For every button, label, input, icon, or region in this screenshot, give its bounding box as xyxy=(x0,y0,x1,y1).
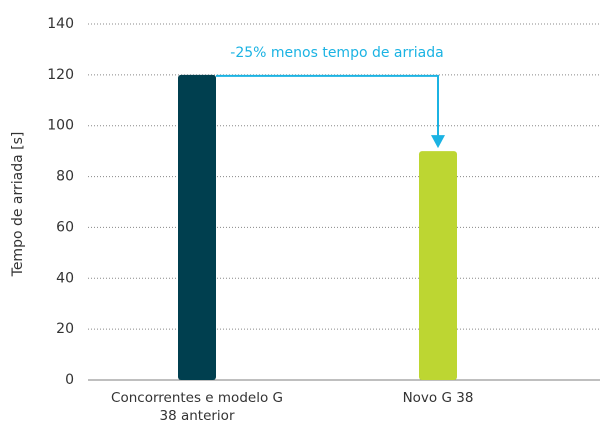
bar xyxy=(178,74,216,380)
annotation-arrowhead xyxy=(431,135,445,149)
bar xyxy=(419,151,457,380)
annotation-arrow xyxy=(216,74,439,138)
y-tick-label: 0 xyxy=(65,372,74,388)
y-tick-label: 40 xyxy=(56,270,74,286)
annotation: -25% menos tempo de arriada xyxy=(230,45,443,61)
y-tick-label: 20 xyxy=(56,321,74,337)
x-tick-label: Novo G 38 xyxy=(402,390,474,406)
x-tick-label-box: Concorrentes e modelo G 38 anterior xyxy=(111,390,283,424)
x-tick-label-box: Novo G 38 xyxy=(402,390,474,406)
y-tick-label: 120 xyxy=(47,67,74,83)
x-tick-label: Concorrentes e modelo G 38 anterior xyxy=(111,390,283,424)
y-tick-label: 100 xyxy=(47,118,74,134)
y-tick-label: 60 xyxy=(56,219,74,235)
y-tick-label: 80 xyxy=(56,169,74,185)
y-axis-label: Tempo de arriada [s] xyxy=(10,132,26,278)
y-tick-label: 140 xyxy=(47,16,74,32)
